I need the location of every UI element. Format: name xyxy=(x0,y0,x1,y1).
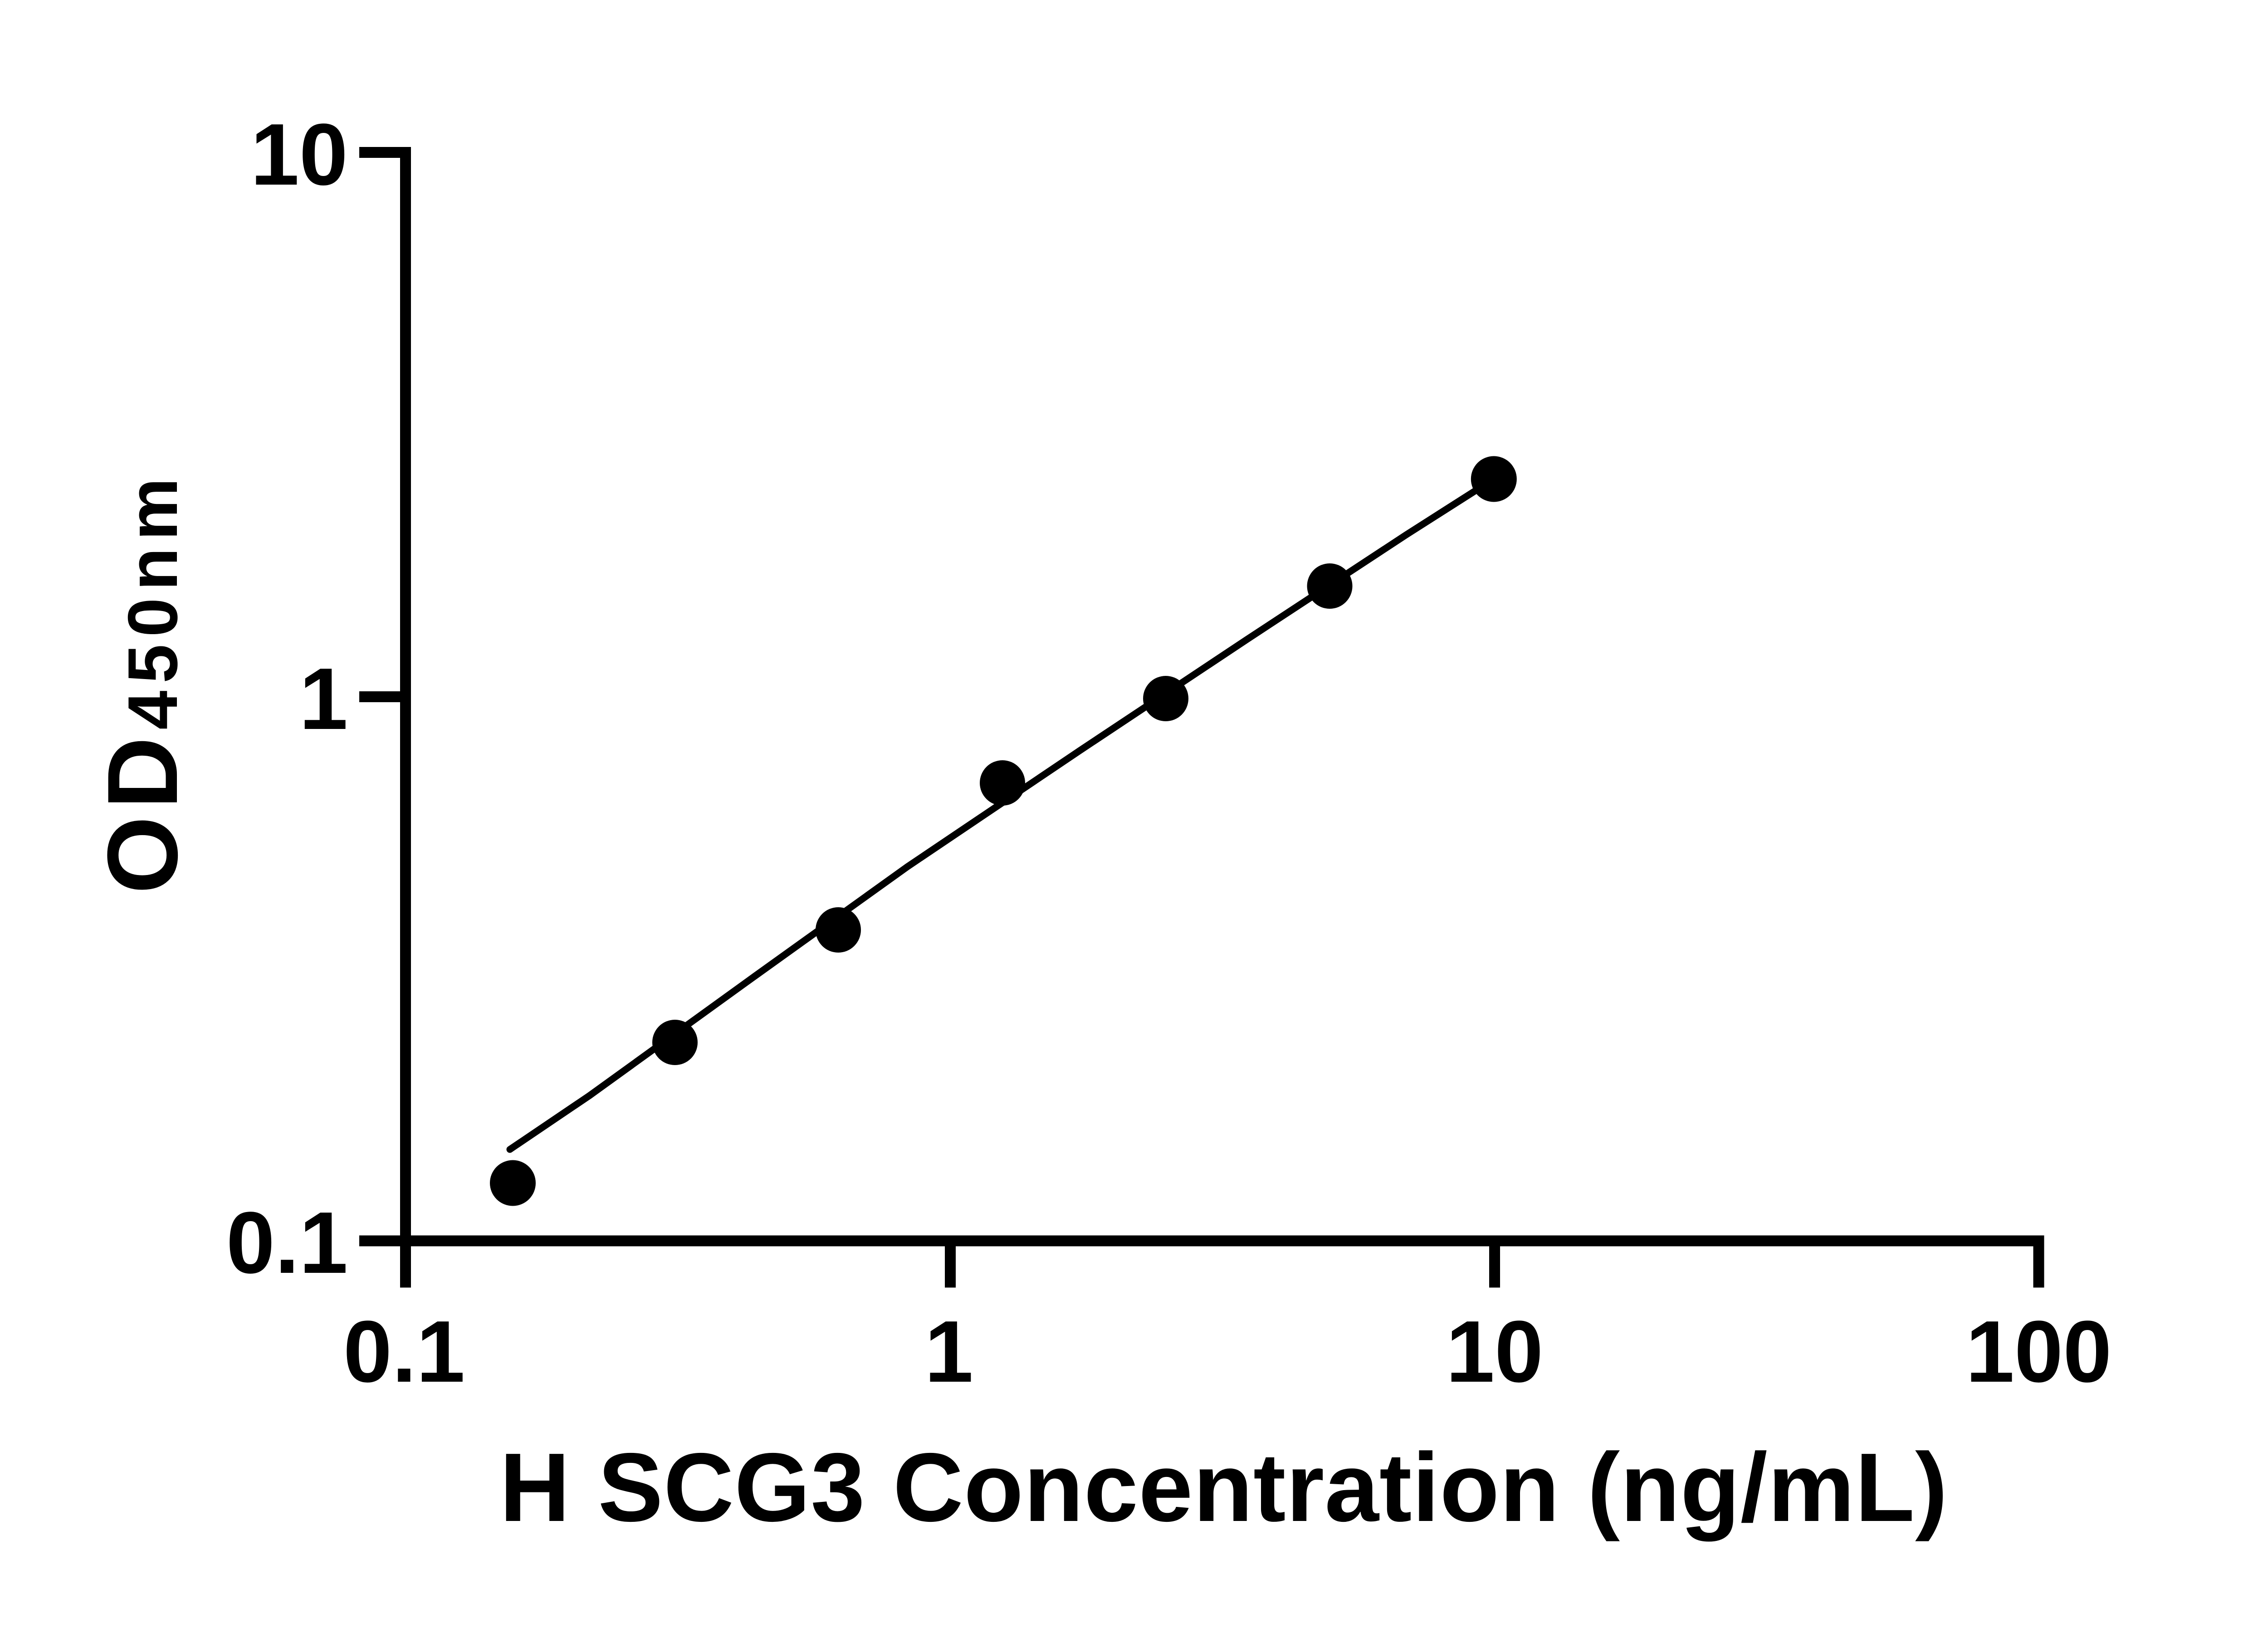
svg-text:10: 10 xyxy=(250,105,348,203)
svg-text:0.1: 0.1 xyxy=(226,1193,348,1291)
svg-text:1: 1 xyxy=(299,650,348,748)
svg-text:0.1: 0.1 xyxy=(343,1302,465,1400)
svg-text:OD450nm: OD450nm xyxy=(87,470,198,894)
svg-text:1: 1 xyxy=(924,1302,973,1400)
svg-text:H SCG3 Concentration (ng/mL): H SCG3 Concentration (ng/mL) xyxy=(499,1433,1948,1542)
svg-text:100: 100 xyxy=(1965,1302,2112,1400)
svg-text:10: 10 xyxy=(1446,1302,1544,1400)
